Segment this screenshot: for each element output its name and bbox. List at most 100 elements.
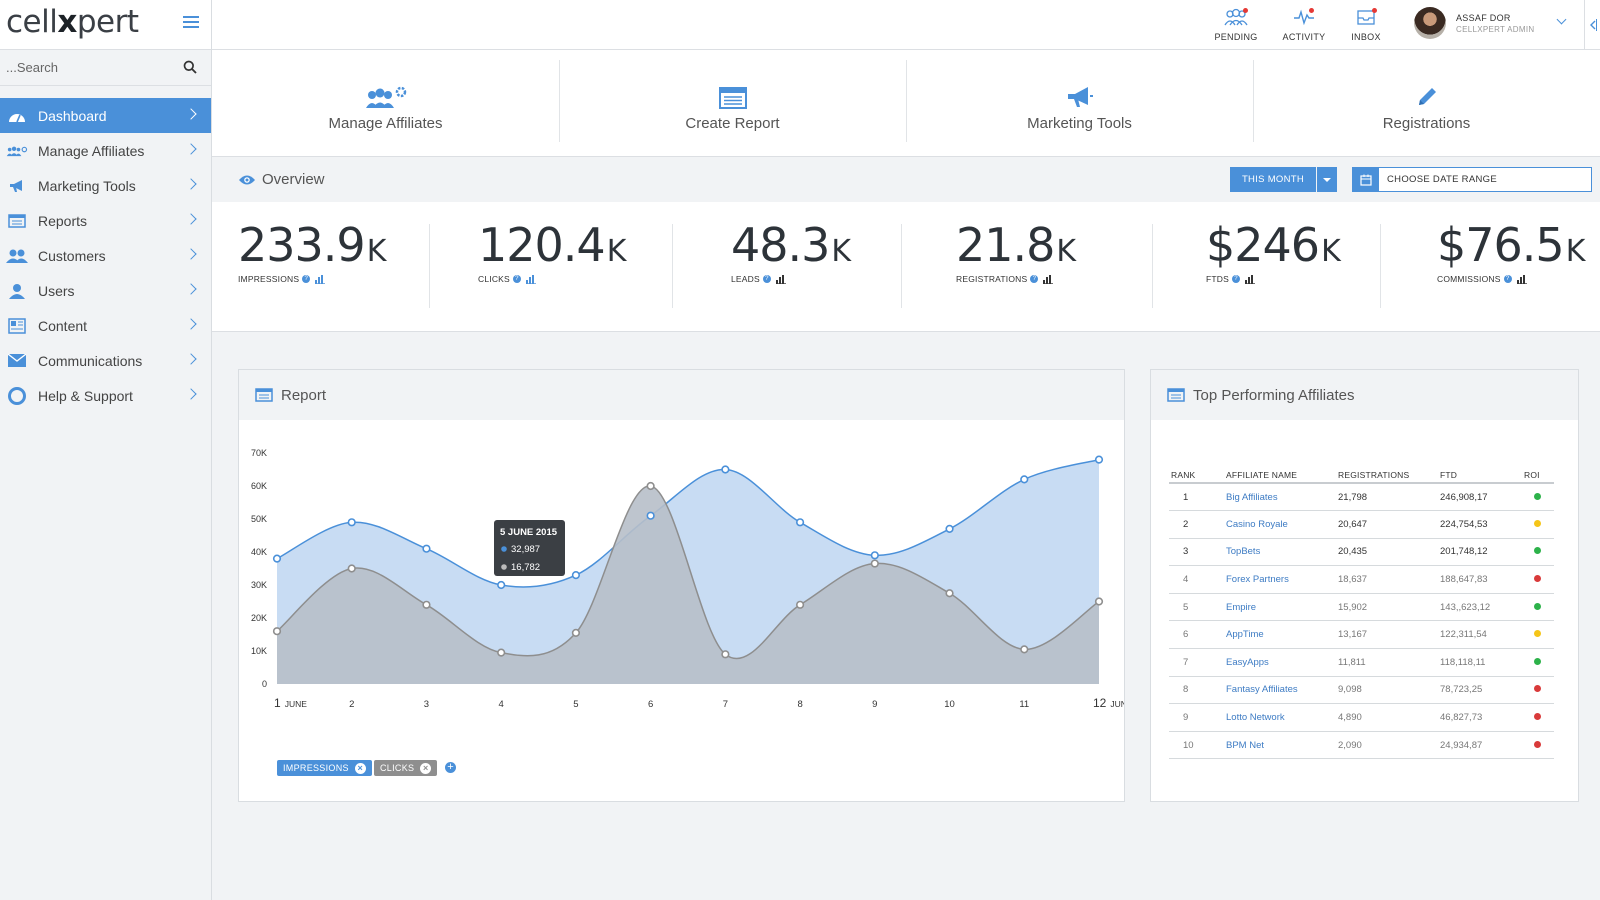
- bar-chart-icon[interactable]: [525, 274, 536, 284]
- quick-link-create-report[interactable]: Create Report: [559, 50, 906, 156]
- search-icon[interactable]: [183, 60, 197, 74]
- clicks-series-tag[interactable]: CLICKS ×: [374, 760, 438, 776]
- date-range-picker[interactable]: CHOOSE DATE RANGE: [1352, 167, 1592, 192]
- data-point-impressions: [571, 571, 581, 580]
- x-tick-label: 7: [723, 699, 728, 710]
- roi-status-dot: [1534, 575, 1541, 583]
- activity-button[interactable]: ACTIVITY: [1274, 6, 1334, 42]
- rank-cell: 7: [1169, 648, 1226, 677]
- megaphone-icon: [6, 177, 28, 195]
- stat-registrations: 21.8K REGISTRATIONS?: [956, 218, 1076, 284]
- affiliate-name-link[interactable]: EasyApps: [1226, 648, 1338, 677]
- bar-chart-icon[interactable]: [1245, 274, 1255, 284]
- column-header-roi[interactable]: ROI: [1524, 469, 1554, 484]
- sidebar-item-users[interactable]: Users: [0, 273, 211, 308]
- chart-tooltip: 5 JUNE 2015 32,987 16,782: [494, 520, 565, 576]
- search-input[interactable]: [0, 50, 170, 84]
- table-row[interactable]: 8 Fantasy Affiliates 9,098 78,723,25: [1169, 676, 1554, 705]
- quick-link-manage-affiliates[interactable]: Manage Affiliates: [212, 50, 559, 156]
- table-row[interactable]: 4 Forex Partners 18,637 188,647,83: [1169, 565, 1554, 594]
- pending-button[interactable]: PENDING: [1206, 6, 1266, 42]
- column-header-rank[interactable]: RANK: [1169, 469, 1226, 484]
- period-dropdown-caret-icon[interactable]: [1317, 167, 1337, 192]
- y-tick-label: 60K: [251, 481, 267, 491]
- registrations-cell: 21,798: [1338, 483, 1440, 512]
- remove-clicks-icon[interactable]: ×: [420, 762, 432, 774]
- y-tick-label: 50K: [251, 514, 267, 524]
- tooltip-impressions: 32,987: [511, 544, 540, 555]
- ftd-cell: 118,118,11: [1440, 648, 1524, 677]
- bar-chart-icon[interactable]: [775, 274, 786, 284]
- sidebar-item-communications[interactable]: Communications: [0, 343, 211, 378]
- sidebar-item-content[interactable]: Content: [0, 308, 211, 343]
- data-point-impressions: [795, 518, 805, 527]
- sidebar-item-label: Manage Affiliates: [38, 142, 145, 159]
- x-tick-label: 12JUNE: [1093, 696, 1124, 710]
- ftd-cell: 46,827,73: [1440, 703, 1524, 732]
- sidebar-item-reports[interactable]: Reports: [0, 203, 211, 238]
- table-row[interactable]: 3 TopBets 20,435 201,748,12: [1169, 538, 1554, 567]
- help-icon[interactable]: ?: [512, 275, 521, 283]
- avatar[interactable]: [1414, 7, 1446, 39]
- help-icon[interactable]: ?: [302, 275, 311, 283]
- roi-cell: [1524, 538, 1554, 567]
- impressions-series-tag[interactable]: IMPRESSIONS ×: [277, 760, 372, 776]
- table-row[interactable]: 5 Empire 15,902 143,,623,12: [1169, 593, 1554, 622]
- table-row[interactable]: 10 BPM Net 2,090 24,934,87: [1169, 731, 1554, 760]
- column-header-affiliate-name[interactable]: AFFILIATE NAME: [1226, 469, 1338, 484]
- help-icon[interactable]: ?: [1503, 275, 1512, 283]
- rank-cell: 3: [1169, 538, 1226, 567]
- pending-label: PENDING: [1214, 32, 1258, 42]
- roi-status-dot: [1534, 713, 1541, 721]
- data-point-impressions: [272, 554, 282, 563]
- data-point-clicks: [571, 628, 581, 637]
- roi-cell: [1524, 510, 1554, 539]
- affiliate-name-link[interactable]: Empire: [1226, 593, 1338, 622]
- inbox-button[interactable]: INBOX: [1336, 6, 1396, 42]
- affiliate-name-link[interactable]: Big Affiliates: [1226, 483, 1338, 512]
- sidebar-item-customers[interactable]: Customers: [0, 238, 211, 273]
- affiliate-name-link[interactable]: Casino Royale: [1226, 510, 1338, 539]
- roi-status-dot: [1534, 685, 1541, 693]
- rank-cell: 1: [1169, 483, 1226, 512]
- table-row[interactable]: 1 Big Affiliates 21,798 246,908,17: [1169, 483, 1554, 512]
- sidebar-item-marketing-tools[interactable]: Marketing Tools: [0, 168, 211, 203]
- cellxpert-logo[interactable]: cellxpert: [6, 4, 139, 40]
- column-header-registrations[interactable]: REGISTRATIONS: [1338, 469, 1440, 484]
- remove-impressions-icon[interactable]: ×: [354, 762, 366, 774]
- table-row[interactable]: 9 Lotto Network 4,890 46,827,73: [1169, 703, 1554, 732]
- affiliate-name-link[interactable]: BPM Net: [1226, 731, 1338, 760]
- column-header-ftd[interactable]: FTD: [1440, 469, 1524, 484]
- affiliate-name-link[interactable]: AppTime: [1226, 620, 1338, 650]
- affiliate-name-link[interactable]: TopBets: [1226, 538, 1338, 567]
- sidebar-item-manage-affiliates[interactable]: Manage Affiliates: [0, 133, 211, 168]
- report-area-chart[interactable]: 0 10K 20K 30K 40K 50K 60K 70K 1 JUNE 2 3 4 5 6 7 8 9 10 11 1…: [239, 420, 1124, 750]
- affiliate-name-link[interactable]: Lotto Network: [1226, 703, 1338, 732]
- quick-link-registrations[interactable]: Registrations: [1253, 50, 1600, 156]
- sidebar-item-help-support[interactable]: Help & Support: [0, 378, 211, 413]
- bar-chart-icon[interactable]: [315, 274, 326, 284]
- help-icon[interactable]: ?: [1030, 275, 1039, 283]
- data-point-clicks: [497, 648, 506, 657]
- help-icon[interactable]: ?: [762, 275, 771, 283]
- sidebar-item-dashboard[interactable]: Dashboard: [0, 98, 211, 133]
- table-row[interactable]: 6 AppTime 13,167 122,311,54: [1169, 620, 1554, 650]
- this-month-button[interactable]: THIS MONTH: [1230, 167, 1316, 192]
- y-tick-label: 20K: [251, 613, 267, 623]
- rank-cell: 5: [1169, 593, 1226, 622]
- bar-chart-icon[interactable]: [1043, 274, 1054, 284]
- add-series-plus-icon[interactable]: +: [445, 762, 456, 773]
- affiliate-name-link[interactable]: Forex Partners: [1226, 565, 1338, 594]
- x-tick-label: 3: [424, 699, 429, 710]
- hamburger-menu-icon[interactable]: [183, 16, 199, 31]
- help-icon[interactable]: ?: [1232, 275, 1240, 283]
- collapse-panel-icon[interactable]: [1584, 0, 1600, 50]
- chevron-down-icon[interactable]: [1556, 14, 1567, 25]
- bar-chart-icon[interactable]: [1516, 274, 1527, 284]
- content-icon: [6, 317, 28, 335]
- affiliate-name-link[interactable]: Fantasy Affiliates: [1226, 676, 1338, 705]
- affiliates-group-icon: [6, 142, 28, 160]
- table-row[interactable]: 2 Casino Royale 20,647 224,754,53: [1169, 510, 1554, 539]
- quick-link-marketing-tools[interactable]: Marketing Tools: [906, 50, 1253, 156]
- table-row[interactable]: 7 EasyApps 11,811 118,118,11: [1169, 648, 1554, 677]
